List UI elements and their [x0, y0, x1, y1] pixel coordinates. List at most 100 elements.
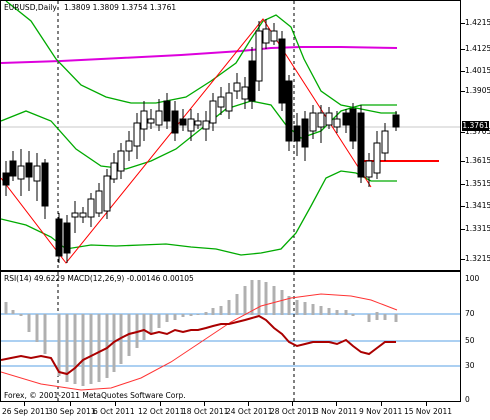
- macd-histogram-bar: [287, 296, 291, 315]
- price-label: 1.4215: [465, 18, 490, 27]
- macd-histogram-bar: [43, 314, 47, 354]
- price-label: 1.3905: [465, 86, 490, 95]
- copyright-text: Forex, © 2001-2011 MetaQuotes Software C…: [4, 391, 186, 400]
- price-label: 1.3705: [465, 127, 490, 136]
- macd-histogram-bar: [65, 314, 69, 382]
- macd-histogram-bar: [196, 314, 200, 315]
- candle-body: [342, 112, 350, 126]
- indicator-level-label: 0: [465, 395, 470, 404]
- candle-body: [270, 30, 278, 42]
- date-label: 6 Oct 2011: [93, 407, 135, 416]
- macd-histogram-bar: [280, 290, 284, 315]
- indicator-level-label: 70: [465, 309, 475, 318]
- chart-header: EURUSD,Daily 1.3809 1.3809 1.3754 1.3761: [4, 3, 176, 12]
- date-label: 26 Sep 2011: [2, 407, 50, 416]
- rsi-line: [1, 314, 396, 376]
- long-ma-line: [1, 46, 398, 64]
- candle-body: [301, 118, 309, 148]
- indicator-level-label: 50: [465, 336, 475, 345]
- date-tick: [248, 402, 249, 406]
- macd-histogram-bar: [165, 314, 169, 322]
- candle-body: [9, 160, 17, 177]
- price-tick: [461, 161, 465, 162]
- price-label: 1.3215: [465, 254, 490, 263]
- macd-histogram-bar: [189, 314, 193, 316]
- macd-histogram-bar: [311, 304, 315, 315]
- price-tick: [461, 49, 465, 50]
- candle-body: [293, 125, 301, 142]
- date-tick: [160, 402, 161, 406]
- candle-body: [110, 162, 118, 180]
- candle-body: [373, 142, 381, 174]
- price-chart-canvas: [1, 1, 460, 270]
- macd-histogram-bar: [327, 308, 331, 315]
- candle-body: [71, 212, 79, 218]
- indicator-pane[interactable]: RSI(14) 49.6229 MACD(12,26,9) -0.00146 0…: [0, 271, 461, 402]
- macd-histogram-bar: [367, 314, 371, 322]
- macd-histogram-bar: [227, 300, 231, 315]
- macd-histogram-bar: [173, 314, 177, 320]
- macd-histogram-bar: [375, 312, 379, 320]
- macd-histogram-bar: [235, 294, 239, 315]
- date-label: 30 Sep 2011: [48, 407, 96, 416]
- candle-body: [325, 112, 333, 126]
- date-tick: [204, 402, 205, 406]
- candle-body: [2, 172, 10, 186]
- candle-body: [103, 175, 111, 212]
- candle-body: [163, 100, 171, 122]
- date-label: 18 Oct 2011: [182, 407, 229, 416]
- candle-body: [125, 140, 133, 152]
- macd-signal-line: [1, 293, 398, 391]
- date-tick: [115, 402, 116, 406]
- macd-histogram-bar: [19, 314, 23, 316]
- candle-body: [217, 96, 225, 108]
- macd-histogram-bar: [243, 286, 247, 315]
- candle-body: [317, 112, 325, 128]
- date-tick: [336, 402, 337, 406]
- macd-histogram-bar: [250, 280, 254, 315]
- price-label: 1.4125: [465, 44, 490, 53]
- macd-histogram-bar: [272, 286, 276, 315]
- macd-histogram-bar: [89, 314, 93, 384]
- macd-histogram-bar: [57, 314, 61, 376]
- date-tick: [70, 402, 71, 406]
- candle-body: [262, 28, 270, 44]
- date-tick: [426, 402, 427, 406]
- price-label: 1.3615: [465, 156, 490, 165]
- price-tick: [461, 23, 465, 24]
- macd-histogram-bar: [295, 300, 299, 315]
- macd-histogram-bar: [181, 314, 185, 317]
- date-label: 15 Nov 2011: [404, 407, 453, 416]
- date-label: 3 Nov 2011: [314, 407, 358, 416]
- indicator-level-label: 100: [465, 274, 480, 283]
- macd-histogram-bar: [257, 280, 261, 315]
- macd-histogram-bar: [303, 302, 307, 315]
- date-label: 9 Nov 2011: [359, 407, 403, 416]
- candle-body: [140, 110, 148, 130]
- ohlc-values: 1.3809 1.3809 1.3754 1.3761: [64, 3, 177, 12]
- candle-body: [63, 222, 71, 254]
- macd-histogram-bar: [4, 302, 8, 314]
- candle-body: [87, 198, 95, 218]
- candle-body: [147, 118, 155, 124]
- macd-histogram-bar: [97, 314, 101, 382]
- candle-body: [171, 110, 179, 134]
- price-tick: [461, 259, 465, 260]
- date-label: 28 Oct 2011: [270, 407, 317, 416]
- candle-body: [255, 30, 263, 82]
- candle-body: [25, 162, 33, 178]
- candle-body: [357, 112, 365, 178]
- macd-histogram-bar: [73, 314, 77, 384]
- macd-histogram-bar: [27, 314, 31, 332]
- price-label: 1.4015: [465, 66, 490, 75]
- candle-body: [333, 118, 341, 128]
- price-chart-pane[interactable]: EURUSD,Daily 1.3809 1.3809 1.3754 1.3761: [0, 0, 461, 271]
- macd-histogram-bar: [219, 306, 223, 315]
- candle-body: [381, 130, 389, 154]
- candle-body: [133, 122, 141, 147]
- date-tick: [24, 402, 25, 406]
- macd-histogram-bar: [383, 314, 387, 320]
- bollinger-upper: [5, 1, 397, 114]
- candle-body: [248, 60, 256, 102]
- macd-histogram-bar: [204, 312, 208, 315]
